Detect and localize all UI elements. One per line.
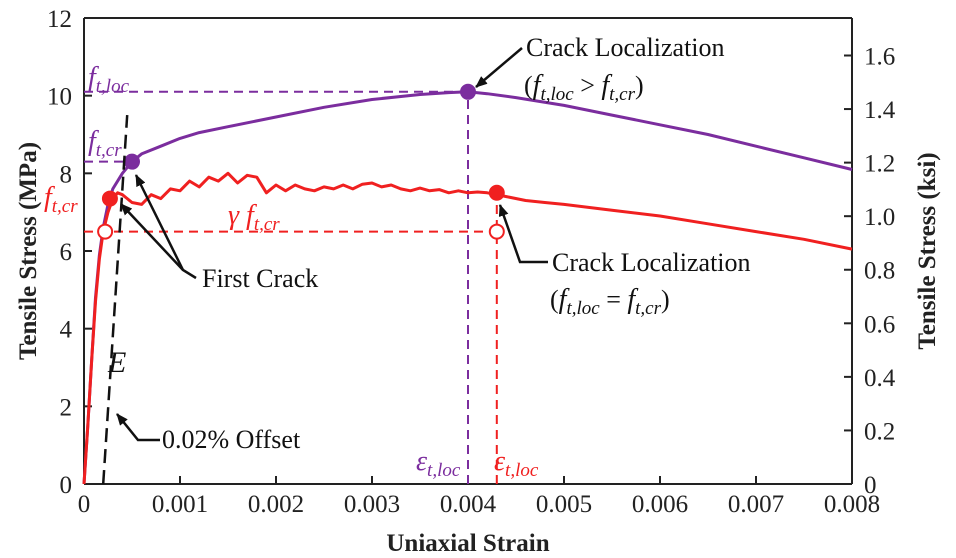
filled-marker-purple	[460, 83, 476, 100]
x-tick-label: 0.004	[440, 491, 497, 518]
label-eps-loc-red: εt,loc	[494, 446, 539, 481]
ticks: 0 0.001 0.002 0.003 0.004 0.005 0.006 0.007 0.00…	[47, 6, 896, 518]
y-axis-label: Tensile Stress (MPa)	[15, 142, 42, 360]
y2-tick-label: 0.4	[864, 365, 896, 392]
arrow-offset	[116, 413, 160, 442]
open-marker-red	[97, 223, 114, 240]
label-crack-loc-purple-title: Crack Localization	[526, 33, 725, 62]
y2-tick-label: 0.6	[864, 311, 895, 338]
arrow-first-crack-purple	[134, 174, 197, 280]
x-tick-label: 0.007	[728, 491, 784, 518]
x-tick-label: 0.002	[248, 491, 304, 518]
x-tick-label: 0	[78, 491, 91, 518]
filled-marker-red	[488, 184, 505, 201]
y2-tick-label: 0	[864, 472, 877, 499]
open-marker-red	[488, 223, 505, 240]
arrow-crack-loc-red	[498, 204, 548, 264]
label-gamma-f-t-cr: γ ft,cr	[228, 200, 280, 235]
y2-tick-label: 1.2	[864, 151, 895, 178]
x-axis-label: Uniaxial Strain	[386, 530, 549, 557]
y-tick-label: 12	[47, 6, 72, 33]
label-crack-loc-purple-cond: (ft,loc > ft,cr)	[524, 70, 644, 105]
x-tick-label: 0.003	[344, 491, 400, 518]
y2-tick-label: 1.4	[864, 97, 896, 124]
filled-marker-red	[101, 190, 118, 207]
y2-tick-label: 1.6	[864, 43, 895, 70]
y-tick-label: 6	[60, 239, 73, 266]
y-tick-label: 10	[47, 84, 72, 111]
y-tick-label: 4	[60, 317, 73, 344]
y-tick-label: 8	[60, 161, 73, 188]
label-crack-loc-red-title: Crack Localization	[552, 248, 751, 277]
guide-lines	[84, 90, 498, 484]
y2-axis-label: Tensile Stress (ksi)	[914, 152, 941, 349]
label-elastic-modulus: E	[107, 346, 126, 379]
arrow-crack-loc-purple	[475, 47, 523, 88]
label-first-crack: First Crack	[202, 264, 318, 293]
x-tick-label: 0.005	[536, 491, 592, 518]
y2-tick-label: 1.0	[864, 204, 895, 231]
label-eps-loc-purple: εt,loc	[416, 446, 461, 481]
annotation-arrows	[116, 47, 548, 442]
label-f-t-loc: ft,loc	[88, 62, 130, 97]
label-offset: 0.02% Offset	[162, 425, 301, 454]
label-f-t-cr-red: ft,cr	[44, 182, 78, 217]
x-tick-label: 0.001	[152, 491, 208, 518]
label-crack-loc-red-cond: (ft,loc = ft,cr)	[550, 284, 670, 319]
filled-marker-purple	[124, 153, 140, 170]
label-f-t-cr-purple: ft,cr	[88, 126, 122, 161]
x-tick-label: 0.006	[632, 491, 688, 518]
arrow-first-crack-red	[120, 203, 184, 271]
x-tick-label: 0.008	[824, 491, 880, 518]
point-markers	[97, 83, 505, 240]
y-tick-label: 0	[60, 472, 73, 499]
y-tick-label: 2	[60, 394, 73, 421]
y2-tick-label: 0.2	[864, 418, 895, 445]
y2-tick-label: 0.8	[864, 258, 895, 285]
